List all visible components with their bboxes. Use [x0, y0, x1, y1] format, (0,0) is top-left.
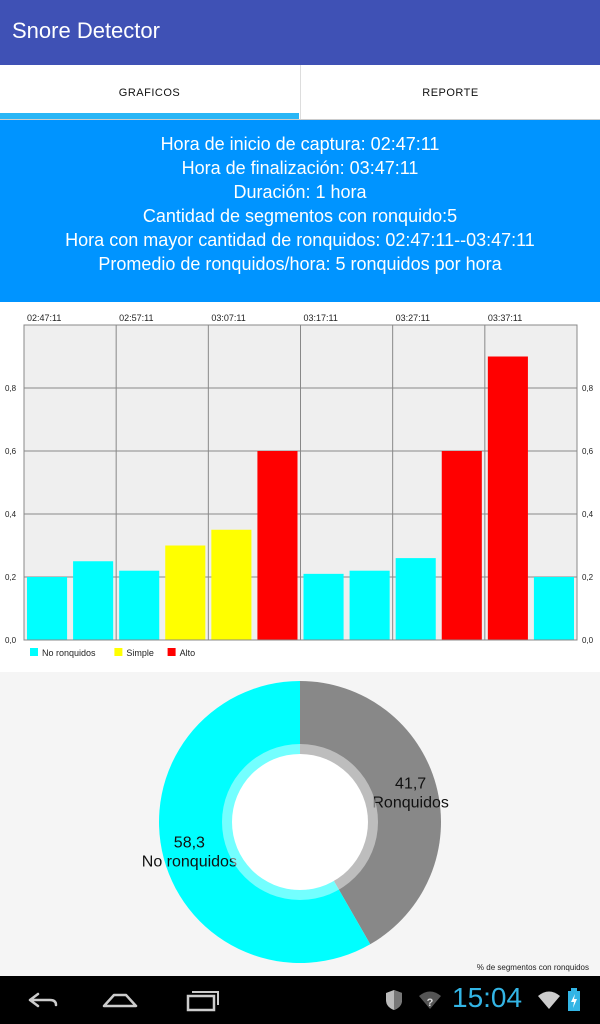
bar [211, 529, 252, 640]
y-tick-right: 0,6 [582, 447, 594, 456]
battery-charging-icon [568, 988, 580, 1011]
clock: 15:04 [452, 982, 523, 1013]
y-tick-right: 0,0 [582, 636, 594, 645]
y-tick-left: 0,6 [5, 447, 17, 456]
app-title: Snore Detector [12, 18, 160, 43]
summary-segment-count: Cantidad de segmentos con ronquido:5 [142, 206, 458, 226]
legend-label: Alto [180, 648, 196, 658]
bar [257, 451, 298, 640]
summary-average: Promedio de ronquidos/hora: 5 ronquidos … [98, 254, 502, 274]
tab-bar: GRAFICOS REPORTE [0, 65, 600, 120]
shield-icon [386, 990, 402, 1010]
legend-swatch [114, 648, 123, 656]
system-nav-bar: ? 15:04 [0, 976, 600, 1024]
tab-divider [0, 119, 600, 120]
tab-reporte[interactable]: REPORTE [300, 65, 600, 120]
legend-label: No ronquidos [42, 648, 96, 658]
legend-swatch [167, 648, 176, 656]
back-icon[interactable] [22, 986, 62, 1014]
summary-peak-hour: Hora con mayor cantidad de ronquidos: 02… [65, 230, 535, 250]
legend-swatch [30, 648, 38, 656]
time-label: 03:37:11 [488, 313, 522, 323]
app-bar: Snore Detector [0, 0, 600, 65]
bar [119, 570, 160, 640]
legend-label: Simple [126, 648, 154, 658]
bar [73, 561, 114, 640]
bar [487, 356, 528, 640]
slice-value: 41,7 [395, 775, 426, 792]
wifi-unknown-icon: ? [419, 991, 441, 1009]
bar [533, 577, 574, 640]
bar [395, 558, 436, 640]
tab-indicator [0, 113, 299, 119]
slice-label: No ronquidos [142, 854, 237, 871]
summary-start-time: Hora de inicio de captura: 02:47:11 [160, 134, 440, 154]
time-label: 03:17:11 [304, 313, 338, 323]
bar [441, 451, 482, 640]
time-label: 03:27:11 [396, 313, 430, 323]
home-icon[interactable] [100, 986, 140, 1014]
wifi-icon [538, 991, 560, 1009]
y-tick-right: 0,8 [582, 384, 594, 393]
summary-duration: Duración: 1 hora [233, 182, 367, 202]
chart-description: % de segmentos con ronquidos [477, 963, 589, 972]
bar [303, 573, 344, 640]
slice-label: Ronquidos [372, 794, 449, 811]
y-tick-left: 0,2 [5, 573, 17, 582]
recent-apps-icon[interactable] [182, 986, 222, 1014]
slice-value: 58,3 [174, 835, 205, 852]
y-tick-right: 0,2 [582, 573, 594, 582]
bar-chart[interactable]: 02:47:11 02:57:11 03:07:11 03:17:11 03:27:11… [0, 302, 600, 672]
bar-chart-area: 02:47:11 02:57:11 03:07:11 03:17:11 03:27:11… [0, 302, 600, 672]
tab-graficos[interactable]: GRAFICOS [118, 86, 181, 99]
bar [349, 570, 390, 640]
time-label: 02:57:11 [119, 313, 153, 323]
bar [165, 545, 206, 640]
summary-end-time: Hora de finalización: 03:47:11 [181, 158, 419, 178]
time-label: 02:47:11 [27, 313, 61, 323]
donut-hole [232, 754, 368, 890]
pie-chart[interactable]: 41,7 Ronquidos 58,3 No ronquidos % de segmen… [0, 672, 600, 976]
bar [27, 577, 68, 640]
y-tick-left: 0,8 [5, 384, 17, 393]
y-tick-right: 0,4 [582, 510, 594, 519]
time-label: 03:07:11 [211, 313, 245, 323]
y-tick-left: 0,4 [5, 510, 17, 519]
y-tick-left: 0,0 [5, 636, 17, 645]
summary-panel: Hora de inicio de captura: 02:47:11 Hora… [0, 120, 600, 302]
svg-text:?: ? [427, 997, 434, 1009]
plot-border [23, 324, 578, 641]
